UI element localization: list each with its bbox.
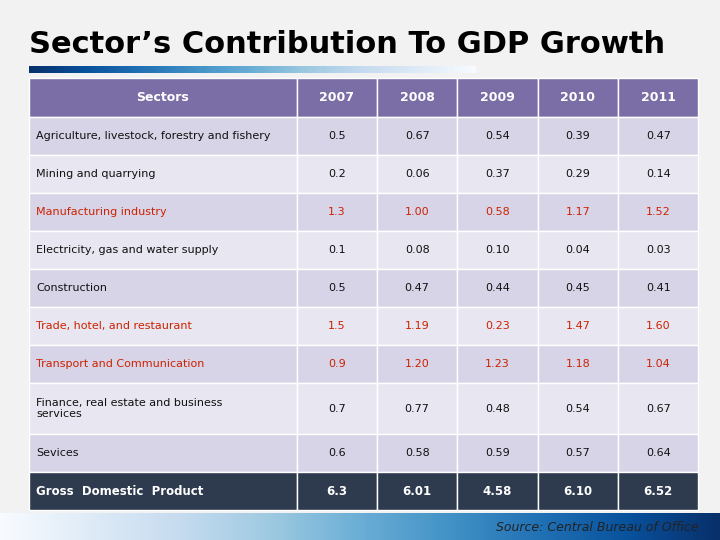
Text: 0.7: 0.7	[328, 404, 346, 414]
Text: 2010: 2010	[560, 91, 595, 104]
Text: Manufacturing industry: Manufacturing industry	[36, 207, 166, 217]
Text: 0.58: 0.58	[485, 207, 510, 217]
Text: Finance, real estate and business
services: Finance, real estate and business servic…	[36, 398, 222, 420]
Text: 2011: 2011	[641, 91, 676, 104]
Text: Gross  Domestic  Product: Gross Domestic Product	[36, 485, 203, 498]
Text: Transport and Communication: Transport and Communication	[36, 359, 204, 369]
Text: 0.67: 0.67	[646, 404, 670, 414]
Text: 6.52: 6.52	[644, 485, 673, 498]
Text: 0.6: 0.6	[328, 448, 346, 458]
Text: Agriculture, livestock, forestry and fishery: Agriculture, livestock, forestry and fis…	[36, 131, 271, 141]
Text: Mining and quarrying: Mining and quarrying	[36, 169, 156, 179]
Text: 1.19: 1.19	[405, 321, 430, 331]
Text: 0.29: 0.29	[565, 169, 590, 179]
Text: 0.2: 0.2	[328, 169, 346, 179]
Text: 0.14: 0.14	[646, 169, 670, 179]
Text: Trade, hotel, and restaurant: Trade, hotel, and restaurant	[36, 321, 192, 331]
Text: 1.00: 1.00	[405, 207, 430, 217]
Text: 0.48: 0.48	[485, 404, 510, 414]
Text: 0.06: 0.06	[405, 169, 430, 179]
Text: Sector’s Contribution To GDP Growth: Sector’s Contribution To GDP Growth	[29, 30, 665, 59]
Text: 0.57: 0.57	[565, 448, 590, 458]
Text: 0.45: 0.45	[565, 283, 590, 293]
Text: 1.52: 1.52	[646, 207, 670, 217]
Text: 6.3: 6.3	[326, 485, 347, 498]
Text: 2008: 2008	[400, 91, 435, 104]
Text: 1.23: 1.23	[485, 359, 510, 369]
Text: 1.5: 1.5	[328, 321, 346, 331]
Text: 0.59: 0.59	[485, 448, 510, 458]
Text: Sevices: Sevices	[36, 448, 78, 458]
Text: 1.17: 1.17	[565, 207, 590, 217]
Text: 0.41: 0.41	[646, 283, 670, 293]
Text: 1.47: 1.47	[565, 321, 590, 331]
Text: 4.58: 4.58	[483, 485, 512, 498]
Text: 0.58: 0.58	[405, 448, 430, 458]
Text: 0.77: 0.77	[405, 404, 430, 414]
Text: 0.44: 0.44	[485, 283, 510, 293]
Text: 0.39: 0.39	[565, 131, 590, 141]
Text: 2007: 2007	[319, 91, 354, 104]
Text: Construction: Construction	[36, 283, 107, 293]
Text: 1.18: 1.18	[565, 359, 590, 369]
Text: 0.08: 0.08	[405, 245, 430, 255]
Text: 0.37: 0.37	[485, 169, 510, 179]
Text: 0.1: 0.1	[328, 245, 346, 255]
Text: 0.9: 0.9	[328, 359, 346, 369]
Text: 6.10: 6.10	[563, 485, 593, 498]
Text: Electricity, gas and water supply: Electricity, gas and water supply	[36, 245, 218, 255]
Text: 2009: 2009	[480, 91, 515, 104]
Text: 0.23: 0.23	[485, 321, 510, 331]
Text: 1.04: 1.04	[646, 359, 670, 369]
Text: 0.04: 0.04	[565, 245, 590, 255]
Text: 0.67: 0.67	[405, 131, 430, 141]
Text: 0.64: 0.64	[646, 448, 670, 458]
Text: 0.47: 0.47	[646, 131, 670, 141]
Text: Source: Central Bureau of Office: Source: Central Bureau of Office	[496, 521, 698, 534]
Text: 0.5: 0.5	[328, 283, 346, 293]
Text: 0.10: 0.10	[485, 245, 510, 255]
Text: 0.54: 0.54	[565, 404, 590, 414]
Text: 1.60: 1.60	[646, 321, 670, 331]
Text: 0.5: 0.5	[328, 131, 346, 141]
Text: Sectors: Sectors	[136, 91, 189, 104]
Text: 0.54: 0.54	[485, 131, 510, 141]
Text: 1.3: 1.3	[328, 207, 346, 217]
Text: 0.03: 0.03	[646, 245, 670, 255]
Text: 6.01: 6.01	[402, 485, 432, 498]
Text: 0.47: 0.47	[405, 283, 430, 293]
Text: 1.20: 1.20	[405, 359, 430, 369]
